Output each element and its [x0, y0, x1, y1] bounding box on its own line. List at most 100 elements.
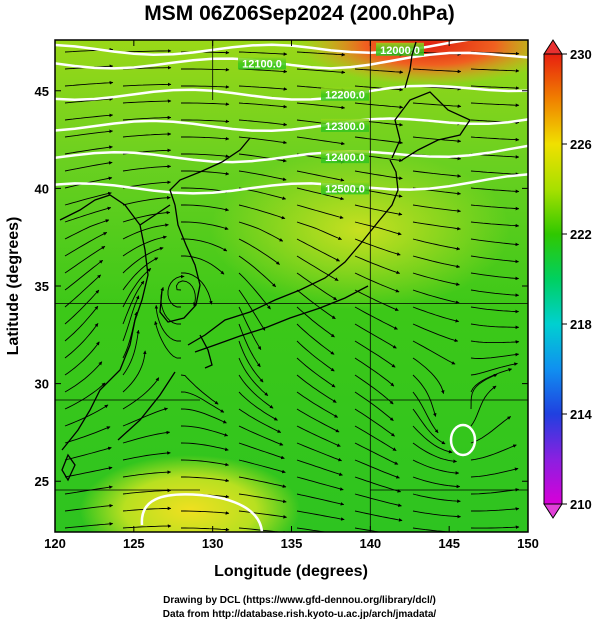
streamline — [412, 272, 460, 286]
streamline — [181, 119, 230, 124]
streamline — [412, 238, 461, 251]
streamline — [470, 340, 520, 344]
streamline — [470, 416, 511, 444]
streamline — [238, 442, 285, 460]
streamline — [176, 280, 197, 307]
streamline — [412, 374, 437, 417]
streamline — [64, 206, 112, 223]
streamline — [181, 476, 230, 483]
colorbar-max-arrow — [543, 39, 563, 55]
y-tick-label: 25 — [35, 474, 49, 489]
streamline — [238, 289, 266, 331]
credits: Drawing by DCL (https://www.gfd-dennou.o… — [0, 594, 599, 622]
streamline — [354, 391, 394, 422]
streamline — [354, 68, 404, 74]
streamline — [64, 446, 112, 461]
streamline — [412, 102, 462, 108]
streamline — [354, 221, 402, 236]
streamline — [296, 289, 336, 320]
height-contour — [55, 173, 528, 195]
streamline — [412, 323, 459, 343]
streamline — [470, 136, 520, 142]
streamline — [354, 357, 395, 387]
streamline — [470, 373, 498, 410]
streamline — [238, 357, 269, 397]
streamline — [181, 510, 230, 515]
streamline — [122, 329, 140, 376]
streamline — [122, 257, 159, 291]
streamline — [412, 476, 461, 489]
streamline — [296, 170, 345, 182]
streamline — [296, 323, 335, 355]
streamline — [64, 231, 108, 257]
streamline — [470, 362, 518, 376]
streamline — [122, 377, 160, 410]
streamline — [470, 85, 520, 90]
streamline — [296, 442, 342, 462]
x-axis-ticks: 120 125 130 135 140 145 150 — [44, 40, 539, 551]
streamline — [122, 246, 164, 274]
warm-region-southwest — [80, 455, 300, 532]
streamline — [296, 391, 339, 418]
streamline — [296, 238, 340, 262]
streamline — [470, 444, 517, 461]
streamline — [354, 204, 403, 216]
streamline — [354, 510, 403, 522]
streamline — [64, 80, 114, 87]
streamline — [354, 272, 400, 293]
streamline — [354, 170, 403, 180]
streamline — [122, 164, 172, 172]
x-axis-label: Longitude (degrees) — [214, 563, 368, 580]
streamline — [122, 115, 172, 121]
streamline — [470, 488, 520, 495]
streamline — [412, 493, 461, 503]
streamline — [296, 476, 344, 491]
warm-region-northeast — [300, 40, 528, 85]
closed-contour-low — [449, 423, 477, 457]
streamline — [64, 522, 114, 529]
streamline — [122, 470, 172, 478]
streamline — [354, 289, 399, 311]
streamline — [180, 374, 219, 405]
contour-label: 12200.0 — [325, 90, 365, 102]
streamline — [238, 204, 286, 220]
streamline — [412, 68, 462, 74]
streamline — [122, 49, 172, 53]
streamline — [180, 408, 227, 424]
contour-label: 12100.0 — [242, 58, 282, 70]
streamline — [122, 82, 172, 87]
streamline — [181, 221, 229, 230]
streamline — [470, 272, 520, 281]
streamline — [122, 99, 172, 104]
map-plot-area: 12100.0 12200.0 12300.0 12400.0 12500.0 12000… — [55, 40, 528, 532]
colorbar-min-arrow — [543, 503, 563, 519]
streamline — [296, 306, 335, 338]
streamline — [354, 476, 402, 493]
y-tick-label: 45 — [35, 84, 49, 99]
streamline — [181, 170, 230, 176]
streamline — [238, 102, 288, 109]
map-title: MSM 06Z06Sep2024 (200.0hPa) — [144, 2, 455, 25]
streamline — [296, 374, 337, 403]
streamline — [122, 223, 169, 240]
colorbar-tick-label: 230 — [570, 47, 592, 62]
height-contour — [55, 84, 528, 101]
streamline — [470, 170, 520, 176]
streamline — [412, 221, 461, 231]
height-contour — [55, 117, 528, 133]
streamline — [167, 274, 185, 308]
streamline — [64, 219, 110, 240]
streamline — [470, 255, 519, 264]
streamline — [296, 493, 345, 506]
x-tick-label: 120 — [44, 536, 66, 551]
streamline — [64, 289, 100, 325]
x-tick-label: 135 — [281, 536, 303, 551]
streamline — [122, 407, 168, 427]
colorbar: 210 214 218 222 226 230 — [543, 39, 592, 519]
streamline — [122, 430, 171, 444]
streamline — [470, 187, 520, 194]
y-axis-label: Latitude (degrees) — [5, 217, 22, 356]
streamline — [412, 425, 453, 454]
streamline — [470, 467, 519, 478]
streamline — [470, 385, 497, 427]
